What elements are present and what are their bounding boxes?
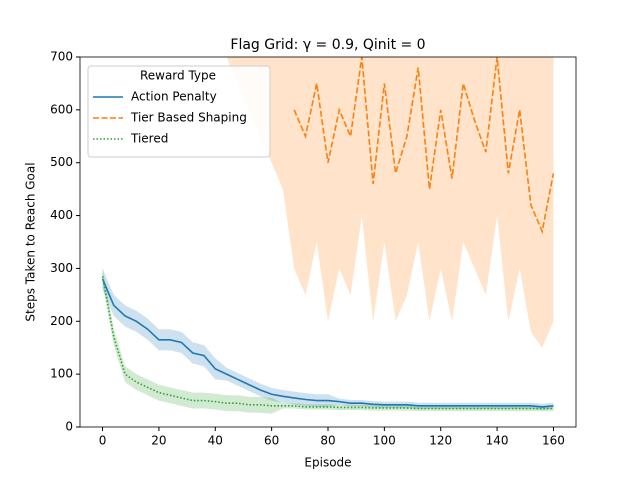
confidence-band — [418, 405, 430, 412]
confidence-band — [271, 57, 283, 190]
confidence-band — [215, 358, 227, 381]
series-line — [101, 278, 554, 408]
confidence-band — [474, 405, 486, 412]
confidence-band — [440, 57, 452, 322]
confidence-band — [294, 57, 306, 295]
y-axis-label: Steps Taken to Reach Goal — [24, 162, 38, 321]
confidence-band — [406, 405, 419, 412]
confidence-band — [463, 405, 475, 412]
confidence-band — [429, 57, 441, 322]
x-tick-label: 120 — [429, 434, 452, 448]
confidence-band — [508, 405, 520, 412]
y-tick-label: 200 — [50, 314, 73, 328]
lines — [101, 57, 555, 410]
confidence-band — [452, 57, 464, 322]
confidence-band — [305, 404, 317, 410]
confidence-band — [147, 379, 159, 401]
confidence-band — [215, 393, 227, 412]
confidence-band — [305, 57, 317, 295]
y-tick-label: 700 — [50, 50, 73, 64]
series-line — [101, 276, 554, 410]
legend-label: Tier Based Shaping — [130, 111, 247, 125]
confidence-band — [260, 396, 272, 414]
confidence-band — [361, 404, 374, 411]
x-axis-label: Episode — [304, 456, 351, 470]
confidence-band — [406, 57, 419, 295]
confidence-band — [384, 57, 396, 322]
confidence-band — [373, 405, 385, 411]
confidence-band — [316, 404, 328, 410]
x-tick-label: 40 — [208, 434, 223, 448]
x-tick-label: 20 — [151, 434, 166, 448]
confidence-band — [530, 57, 543, 348]
y-tick-label: 600 — [50, 102, 73, 116]
legend-title: Reward Type — [140, 69, 216, 83]
confidence-band — [136, 374, 148, 396]
confidence-band — [474, 57, 486, 295]
x-tick-label: 160 — [542, 434, 565, 448]
confidence-band — [418, 57, 430, 322]
confidence-band — [170, 387, 182, 406]
legend-box — [87, 65, 271, 158]
y-tick-label: 400 — [50, 208, 73, 222]
confidence-band — [395, 57, 407, 322]
plot-frame — [79, 56, 577, 428]
x-tick-label: 0 — [99, 434, 107, 448]
confidence-band — [519, 57, 531, 332]
confidence-band — [485, 57, 498, 295]
legend-label: Action Penalty — [131, 90, 217, 104]
chart-title: Flag Grid: γ = 0.9, Qinit = 0 — [230, 37, 425, 53]
confidence-band — [316, 57, 328, 322]
confidence-band — [282, 57, 295, 269]
x-tick-label: 60 — [264, 434, 279, 448]
confidence-band — [350, 404, 362, 411]
confidence-band — [271, 397, 283, 414]
confidence-band — [361, 57, 374, 322]
x-tick-label: 80 — [320, 434, 335, 448]
confidence-band — [452, 405, 464, 412]
axes: 0 20 40 60 80 100 120 140 160 0 100 200 300 400 500 600… — [50, 50, 577, 448]
y-tick-label: 300 — [50, 261, 73, 275]
series-line — [293, 57, 555, 235]
legend: Reward Type Action Penalty Tier Based Shap… — [87, 65, 271, 158]
legend-label: Tiered — [130, 132, 168, 146]
confidence-band — [373, 57, 385, 322]
x-tick-label: 100 — [373, 434, 396, 448]
confidence-band — [328, 57, 340, 322]
y-tick-label: 0 — [65, 420, 73, 434]
confidence-band — [497, 57, 509, 322]
confidence-band — [519, 405, 531, 412]
y-tick-label: 500 — [50, 155, 73, 169]
x-tick-label: 140 — [486, 434, 509, 448]
confidence-band — [249, 396, 261, 413]
confidence-band — [125, 366, 137, 390]
confidence-band — [204, 392, 216, 410]
y-tick-label: 100 — [50, 367, 73, 381]
